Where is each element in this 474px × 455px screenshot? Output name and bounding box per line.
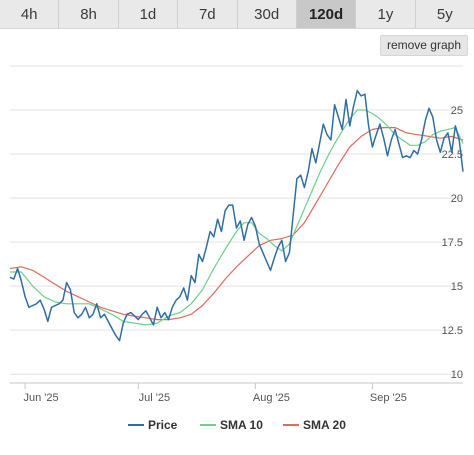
tab-1y[interactable]: 1y <box>356 0 416 28</box>
x-tick-label: Aug '25 <box>253 392 290 404</box>
y-tick-label: 25 <box>451 105 463 117</box>
remove-graph-button[interactable]: remove graph <box>379 35 468 56</box>
y-tick-label: 20 <box>451 193 463 205</box>
legend-label-sma-20: SMA 20 <box>303 418 346 432</box>
series-line-sma-10 <box>10 109 464 326</box>
x-tick-label: Sep '25 <box>370 392 407 404</box>
time-range-tabs: 4h 8h 1d 7d 30d 120d 1y 5y <box>0 0 474 29</box>
tab-4h[interactable]: 4h <box>0 0 60 28</box>
legend-label-sma-10: SMA 10 <box>220 418 263 432</box>
legend-label-price: Price <box>148 418 178 432</box>
series-line-sma-20 <box>9 127 464 321</box>
y-tick-label: 12.5 <box>442 325 463 337</box>
tab-7d[interactable]: 7d <box>178 0 238 28</box>
y-tick-label: 10 <box>451 369 463 381</box>
tab-1d[interactable]: 1d <box>118 0 179 28</box>
tab-120d[interactable]: 120d <box>296 0 357 28</box>
tab-5y[interactable]: 5y <box>415 0 474 28</box>
y-tick-label: 15 <box>451 281 463 293</box>
series-line-price <box>9 89 464 342</box>
tab-30d[interactable]: 30d <box>237 0 297 28</box>
y-tick-label: 17.5 <box>442 237 463 249</box>
x-tick-label: Jun '25 <box>24 392 59 404</box>
tab-8h[interactable]: 8h <box>59 0 119 28</box>
y-tick-label: 22.5 <box>442 149 463 161</box>
price-chart: 10 12.5 15 17.5 20 22.5 25 Jun '25 Jul '25 Aug '2… <box>9 65 464 432</box>
x-tick-label: Jul '25 <box>139 392 170 404</box>
